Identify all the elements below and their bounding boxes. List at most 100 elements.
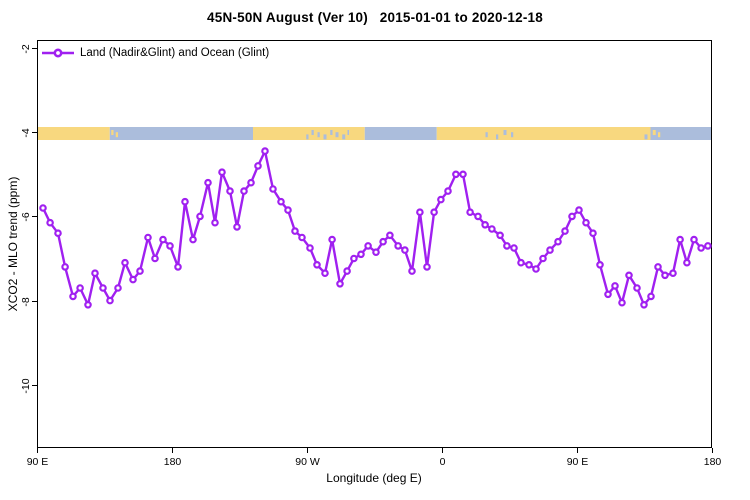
data-point <box>321 269 329 278</box>
data-point <box>189 235 197 244</box>
map-strip-ocean-speckle <box>347 130 349 135</box>
map-strip-land-segment <box>436 127 651 140</box>
data-point <box>39 204 47 212</box>
x-tick-label: 90 E <box>566 456 589 468</box>
map-strip-ocean-speckle <box>511 132 514 138</box>
map-strip-land-speckle <box>111 130 114 135</box>
data-point <box>91 269 99 278</box>
data-point <box>69 292 77 301</box>
x-tick-label: 90 W <box>295 456 320 468</box>
data-point <box>144 233 152 242</box>
data-point <box>459 170 467 179</box>
data-point <box>625 271 633 280</box>
data-point <box>596 260 604 269</box>
map-strip-land-speckle <box>658 132 661 138</box>
data-point <box>166 242 174 250</box>
data-point <box>697 244 705 252</box>
data-point <box>683 258 691 267</box>
data-point <box>647 292 655 301</box>
data-point <box>313 260 321 269</box>
data-point <box>372 248 380 257</box>
data-point <box>114 284 122 292</box>
map-strip-ocean-speckle <box>496 134 499 140</box>
map-strip-ocean-speckle <box>503 130 507 135</box>
data-point <box>561 227 569 235</box>
trend-line <box>41 149 710 306</box>
map-strip-ocean-speckle <box>311 130 314 135</box>
data-point <box>379 237 387 246</box>
data-point <box>254 162 262 170</box>
data-point <box>452 170 460 179</box>
data-point <box>181 197 189 206</box>
data-point <box>604 290 612 299</box>
trend-series <box>39 147 712 309</box>
data-point <box>76 284 84 292</box>
legend-marker-icon <box>53 48 63 58</box>
map-strip-ocean-speckle <box>306 134 309 140</box>
land-ocean-map-strip <box>37 127 712 140</box>
page-title: 45N-50N August (Ver 10) 2015-01-01 to 20… <box>207 10 543 25</box>
map-strip-ocean-segment <box>650 127 712 140</box>
data-point <box>159 235 167 244</box>
data-point <box>525 260 533 269</box>
data-point <box>568 212 576 221</box>
data-point <box>269 185 277 193</box>
data-point <box>394 242 402 250</box>
y-tick-label: -6 <box>20 211 32 222</box>
y-tick-label: -4 <box>20 127 32 138</box>
data-point <box>277 197 285 206</box>
data-point <box>503 242 511 250</box>
data-point <box>408 267 416 275</box>
data-point <box>261 147 269 155</box>
data-point <box>240 187 248 195</box>
data-point <box>121 258 129 267</box>
data-point <box>546 246 554 254</box>
map-strip-ocean-speckle <box>342 134 346 140</box>
data-point <box>46 218 54 227</box>
y-tick-label: -8 <box>20 296 32 307</box>
data-point <box>510 244 518 252</box>
data-point <box>539 254 547 263</box>
data-point <box>106 296 114 305</box>
data-point <box>151 254 159 263</box>
data-point <box>401 246 409 254</box>
data-point <box>589 229 597 238</box>
data-point <box>247 178 255 187</box>
map-strip-ocean-speckle <box>335 132 339 138</box>
data-point <box>357 250 365 259</box>
data-point <box>291 227 299 235</box>
data-point <box>226 187 234 195</box>
y-tick-label: -10 <box>20 377 32 394</box>
data-point <box>661 271 669 280</box>
data-point <box>54 229 62 238</box>
map-strip-land-speckle <box>652 130 656 135</box>
data-point <box>298 233 306 242</box>
data-point <box>554 237 562 246</box>
data-point <box>350 254 358 263</box>
data-point <box>211 218 219 227</box>
x-tick-label: 90 E <box>26 456 49 468</box>
map-strip-land-segment <box>37 127 110 140</box>
map-strip-ocean-segment <box>364 127 437 140</box>
legend-sample <box>42 48 74 58</box>
data-point <box>444 187 452 195</box>
plot-border <box>37 40 712 448</box>
data-point <box>481 221 489 229</box>
data-point <box>437 195 445 204</box>
data-point <box>430 208 438 217</box>
legend-label: Land (Nadir&Glint) and Ocean (Glint) <box>80 47 270 59</box>
data-point <box>676 235 684 244</box>
map-strip-ocean-speckle <box>485 132 488 138</box>
data-point <box>423 263 431 271</box>
data-point <box>690 235 698 244</box>
data-point <box>532 265 540 273</box>
data-point <box>343 267 351 275</box>
map-strip-ocean-speckle <box>323 134 327 140</box>
data-point <box>416 208 424 217</box>
data-point <box>129 275 137 284</box>
x-tick-label: 180 <box>163 456 182 468</box>
data-point <box>633 284 641 292</box>
data-point <box>204 178 212 187</box>
map-strip-ocean-speckle <box>644 134 648 140</box>
